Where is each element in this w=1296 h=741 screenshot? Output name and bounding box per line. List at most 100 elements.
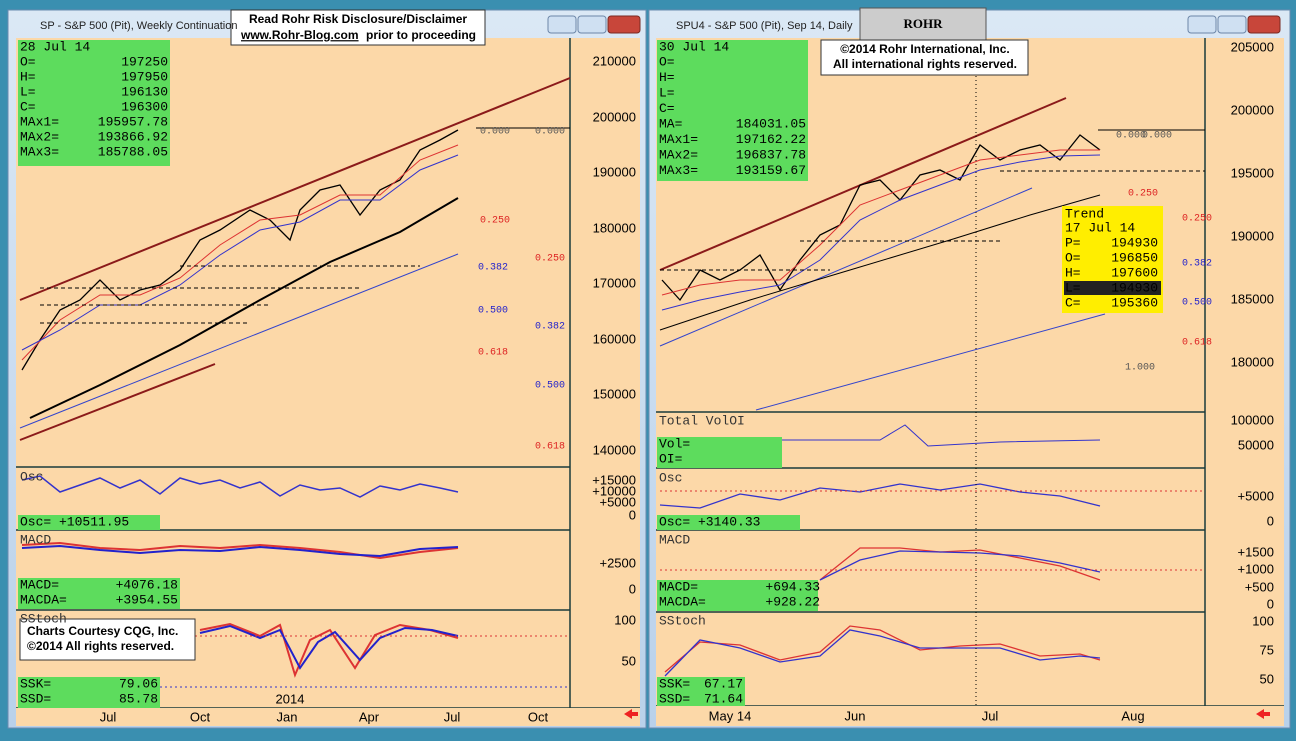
logo-box (859, 7, 987, 41)
logo: ROHR (904, 16, 944, 31)
fib-label: 0.250 (1128, 189, 1158, 200)
panel-readout-value: 67.17 (704, 676, 743, 691)
readout-value: 184031.05 (736, 116, 806, 131)
trend-title: Trend (1065, 206, 1104, 221)
panel-axis-label: +1500 (1237, 544, 1274, 559)
fib-label: 0.382 (1182, 259, 1212, 270)
fib-label: 0.382 (478, 263, 508, 274)
fib-label: 0.000 (1116, 131, 1146, 142)
trend-label: L= (1065, 280, 1081, 295)
fib-label: 0.000 (480, 127, 510, 138)
fib-label: 0.000 (535, 127, 565, 138)
panel-readout-value: +928.22 (765, 594, 820, 609)
trend-label: C= (1065, 295, 1081, 310)
disclaimer-text: prior to proceeding (366, 28, 476, 42)
scroll-arrows[interactable] (624, 709, 1270, 719)
time-axis-label: Jan (277, 709, 298, 724)
copyright: ©2014 Rohr International, Inc. (840, 42, 1010, 56)
price-axis-label: 205000 (1231, 39, 1274, 54)
readout-label: MAx3= (659, 163, 698, 178)
copyright: All international rights reserved. (833, 57, 1017, 71)
panel-name: Total VolOI (659, 413, 745, 428)
panel-axis-label: +5000 (1237, 488, 1274, 503)
panel-axis-label: +15000 (592, 472, 636, 487)
panel-name: MACD (659, 532, 690, 547)
panel-axis-label: 50000 (1238, 437, 1274, 452)
price-axis-label: 150000 (593, 386, 636, 401)
fib-label: 0.382 (535, 322, 565, 333)
readout-value: 196130 (121, 84, 168, 99)
trend-box (1062, 206, 1163, 313)
fib-label: 0.000 (1142, 131, 1172, 142)
price-axis-label: 200000 (593, 109, 636, 124)
panel-readout-label: MACDA= (20, 592, 67, 607)
readout-date: 30 Jul 14 (659, 39, 729, 54)
fib-label: 0.500 (478, 306, 508, 317)
panel-readout-value: +3954.55 (116, 592, 178, 607)
panel-axis-label: 0 (1267, 596, 1274, 611)
panel-readout: Osc= +3140.33 (659, 514, 760, 529)
fib-label: 0.618 (478, 348, 508, 359)
readout-label: L= (659, 85, 675, 100)
panel-axis-label: +500 (1245, 579, 1274, 594)
panel-name: MACD (20, 532, 51, 547)
readout-label: O= (659, 54, 675, 69)
panel-axis-label: +10000 (592, 483, 636, 498)
time-axis-label: Jun (845, 708, 866, 723)
panel-axis-label: 0 (629, 581, 636, 596)
readout-value: 197250 (121, 54, 168, 69)
readout-label: MAx2= (20, 129, 59, 144)
readout-value: 193866.92 (98, 129, 168, 144)
sub-readout-boxes (18, 437, 818, 708)
panel-readout-value: 85.78 (119, 691, 158, 706)
trend-date: 17 Jul 14 (1065, 220, 1135, 235)
trend-value: 194930 (1111, 235, 1158, 250)
panel-readout-label: OI= (659, 451, 683, 466)
price-axis-label: 190000 (1231, 228, 1274, 243)
panel-axis-label: 100 (1252, 613, 1274, 628)
time-axis-label: Jul (100, 709, 117, 724)
price-axis-label: 210000 (593, 53, 636, 68)
time-axis-label: Oct (190, 709, 211, 724)
trend-value: 195360 (1111, 295, 1158, 310)
courtesy-box (19, 618, 196, 661)
panel-readout-label: SSD= (659, 691, 690, 706)
panel-readout-value: +694.33 (765, 579, 820, 594)
fib-label: 0.500 (1182, 298, 1212, 309)
price-axis-label: 180000 (593, 220, 636, 235)
year-label: 2014 (276, 691, 305, 706)
trend-label: H= (1065, 265, 1081, 280)
readout-value: 195957.78 (98, 114, 168, 129)
disclaimer-box[interactable] (230, 9, 486, 46)
price-axis-label: 185000 (1231, 291, 1274, 306)
left-readout-box (18, 40, 170, 166)
panel-readout-label: MACDA= (659, 594, 706, 609)
price-axis-label: 180000 (1231, 354, 1274, 369)
fib-label: 0.250 (535, 254, 565, 265)
readout-label: MAx2= (659, 147, 698, 162)
courtesy: Charts Courtesy CQG, Inc. (27, 624, 178, 638)
panel-axis-label: 0 (629, 507, 636, 522)
panel-axis-label: +5000 (599, 494, 636, 509)
time-axis-label: Aug (1121, 708, 1144, 723)
panel-readout-label: SSK= (20, 676, 51, 691)
fib-label: 0.500 (535, 381, 565, 392)
readout-label: MAx1= (659, 132, 698, 147)
readout-value: 197950 (121, 69, 168, 84)
panel-axis-label: 100000 (1231, 412, 1274, 427)
price-axis-label: 195000 (1231, 165, 1274, 180)
disclaimer-link: www.Rohr-Blog.com (240, 28, 359, 42)
readout-value: 197162.22 (736, 132, 806, 147)
trend-highlight (1064, 281, 1161, 295)
time-axis-label: Oct (528, 709, 549, 724)
window-buttons[interactable] (547, 15, 1281, 34)
panel-name: Osc (20, 469, 43, 484)
readout-label: MAx3= (20, 144, 59, 159)
panel-readout-value: +4076.18 (116, 577, 178, 592)
window-title: SPU4 - S&P 500 (Pit), Sep 14, Daily (676, 20, 853, 32)
panel-axis-label: 100 (614, 612, 636, 627)
disclaimer-title: Read Rohr Risk Disclosure/Disclaimer (249, 12, 467, 26)
panel-readout-value: 79.06 (119, 676, 158, 691)
